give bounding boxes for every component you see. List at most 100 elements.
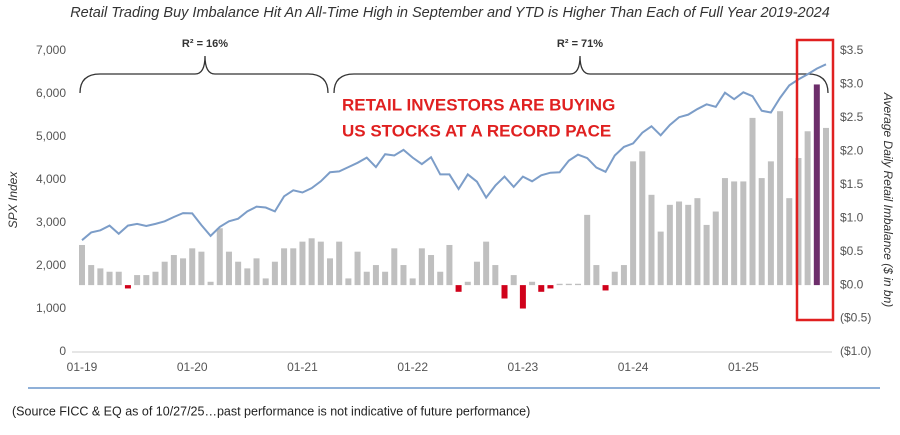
bar [281,248,288,286]
bar [143,275,150,286]
bar [253,258,260,286]
y2-tick-label: $1.5 [840,177,864,191]
y2-tick-label: $2.5 [840,110,864,124]
annotation: R² = 71% [557,38,603,50]
bar [731,181,738,286]
bar [547,285,554,289]
chart-title: Retail Trading Buy Imbalance Hit An All-… [70,5,830,21]
bar [657,231,664,286]
x-tick-label: 01-24 [618,360,649,374]
callout: US STOCKS AT A RECORD PACE [342,121,611,140]
x-tick-label: 01-20 [177,360,208,374]
bar [584,214,591,286]
y2-tick-label: ($0.5) [840,311,871,325]
bar [354,251,361,286]
bar [271,261,278,286]
y-tick-label: 0 [59,344,66,358]
bar [382,271,389,286]
bar [721,178,728,286]
bar [235,261,242,286]
y-tick-label: 5,000 [36,129,66,143]
bar [639,151,646,286]
bar [216,228,223,286]
bar [464,281,471,286]
highlight-box [795,38,835,322]
bar [501,285,508,299]
y2-axis-label: Average Daily Retail Imbalance ($ in bn) [881,92,895,308]
bar [694,198,701,286]
bar [88,265,95,286]
y2-tick-label: $3.0 [840,77,864,91]
x-tick-label: 01-21 [287,360,318,374]
y-tick-label: 4,000 [36,172,66,186]
bar [740,181,747,286]
x-tick-label: 01-22 [397,360,428,374]
bar [170,255,177,286]
y-tick-label: 6,000 [36,86,66,100]
plot-area: 0 1,000 2,000 3,000 4,000 5,000 6,000 7,000 ($1.… [36,43,871,374]
y2-tick-label: ($1.0) [840,344,871,358]
bar [372,265,379,286]
bar [749,117,756,286]
bar [648,194,655,286]
bar [777,111,784,286]
y2-tick-label: $3.5 [840,43,864,57]
bar [180,258,187,286]
bar [823,127,829,286]
x-tick-label: 01-23 [508,360,539,374]
bar [418,248,425,286]
bar [666,204,673,286]
bar [611,271,618,286]
bar [225,251,232,286]
bar [685,204,692,286]
spx-line [81,63,827,241]
bar [317,241,324,286]
bar [189,248,196,286]
bar [529,281,536,286]
bar [712,211,719,286]
bar [593,265,600,286]
bar [473,261,480,286]
bar [786,198,793,286]
bar [409,278,416,286]
bar [152,271,159,286]
bar [455,285,462,292]
bar [336,241,343,286]
x-tick-label: 01-25 [728,360,759,374]
bar [510,275,517,286]
bar [483,241,490,286]
bar [262,278,269,286]
bar [124,285,131,289]
bar [299,241,306,286]
bar [602,285,609,291]
bar [391,248,398,286]
bracket [333,55,829,94]
bar [207,281,214,286]
x-tick-label: 01-19 [67,360,98,374]
bar [327,258,333,286]
bar [804,131,811,286]
bar [115,271,122,286]
bar [703,224,710,286]
bar [437,271,444,286]
bar [758,178,765,286]
bar [813,84,820,286]
bar [79,244,85,286]
bracket [79,55,329,94]
y2-tick-label: $2.0 [840,144,864,158]
annotation: R² = 16% [182,38,228,50]
bar [492,265,499,286]
y-tick-label: 7,000 [36,43,66,57]
y-axis-label: SPX Index [6,171,20,229]
bar [556,283,563,286]
y-tick-label: 1,000 [36,301,66,315]
callout: RETAIL INVESTORS ARE BUYING [342,95,615,114]
bar [565,283,572,286]
bar [345,278,352,286]
bar [630,161,637,286]
bar [575,283,581,286]
y2-tick-label: $0.0 [840,277,864,291]
bar [676,201,683,286]
